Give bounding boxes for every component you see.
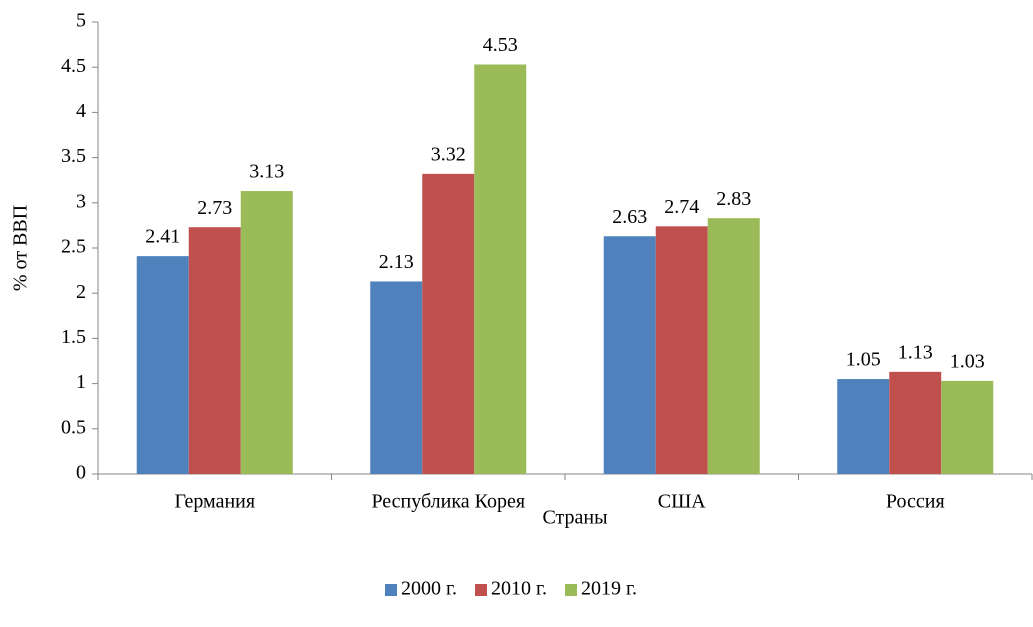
x-tick-label: Германия (174, 491, 255, 513)
y-axis-title: % от ВВП (10, 205, 32, 291)
bar (655, 226, 708, 474)
legend-swatch (565, 584, 577, 596)
legend-label: 2019 г. (581, 578, 637, 600)
bar (474, 64, 527, 474)
data-label: 2.83 (716, 188, 751, 210)
legend-label: 2010 г. (491, 578, 547, 600)
bar (136, 256, 189, 474)
data-label: 3.32 (431, 143, 466, 165)
y-tick-label: 1.5 (61, 326, 86, 348)
x-tick-label: США (658, 491, 707, 513)
x-axis-title: Страны (542, 507, 607, 529)
y-tick-label: 2.5 (61, 236, 86, 258)
y-tick-label: 3.5 (61, 145, 86, 167)
data-label: 1.03 (950, 350, 985, 372)
data-label: 2.41 (145, 226, 180, 248)
data-label: 4.53 (483, 34, 518, 56)
data-label: 2.13 (379, 251, 414, 273)
bar (188, 227, 241, 474)
legend-label: 2000 г. (401, 578, 457, 600)
x-tick-label: Республика Корея (371, 491, 525, 513)
bar (889, 371, 942, 474)
bar (941, 380, 994, 474)
bar (707, 218, 760, 474)
bar (603, 236, 656, 474)
y-tick-label: 3 (76, 190, 86, 212)
y-tick-label: 1 (76, 371, 86, 393)
y-tick-label: 0.5 (61, 416, 86, 438)
data-label: 2.74 (664, 196, 699, 218)
y-tick-label: 4.5 (61, 55, 86, 77)
data-label: 3.13 (249, 161, 284, 183)
x-tick-label: Россия (886, 491, 945, 513)
y-tick-label: 5 (76, 10, 86, 32)
y-tick-label: 0 (76, 462, 86, 484)
bar (240, 191, 293, 474)
y-tick-label: 4 (76, 100, 86, 122)
legend-swatch (385, 584, 397, 596)
data-label: 1.05 (846, 349, 881, 371)
bar (837, 379, 890, 474)
y-tick-label: 2 (76, 281, 86, 303)
legend-swatch (475, 584, 487, 596)
data-label: 1.13 (898, 341, 933, 363)
bar (422, 173, 475, 474)
data-label: 2.73 (197, 197, 232, 219)
data-label: 2.63 (612, 206, 647, 228)
bar (370, 281, 423, 474)
